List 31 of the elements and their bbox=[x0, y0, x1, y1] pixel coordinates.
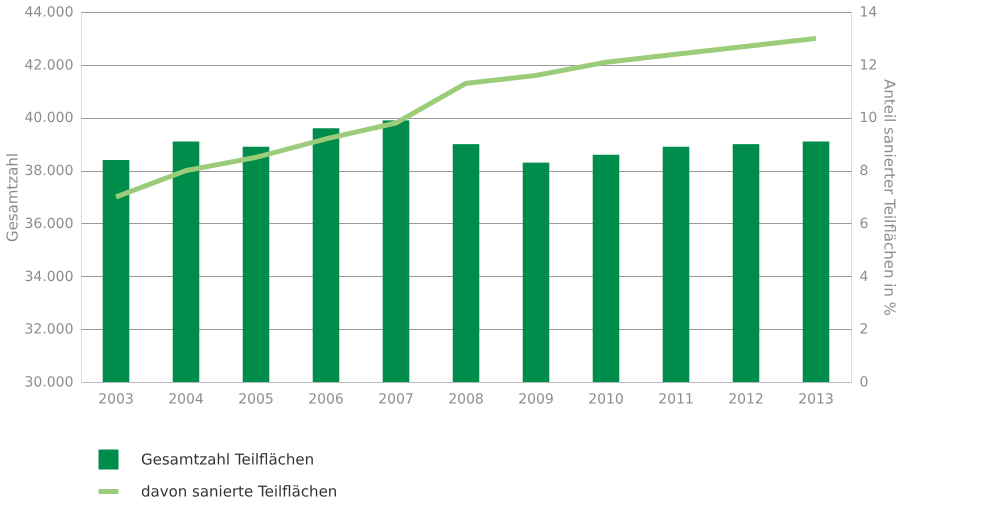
y2-tick-label: 10 bbox=[860, 110, 878, 126]
y-tick-label: 32.000 bbox=[24, 322, 74, 338]
y2-tick-label: 4 bbox=[860, 268, 868, 285]
x-tick-label: 2011 bbox=[658, 392, 694, 408]
y-tick-label: 30.000 bbox=[24, 374, 74, 390]
legend-label: Gesamtzahl Teilflächen bbox=[141, 450, 314, 468]
x-tick-label: 2007 bbox=[378, 392, 414, 408]
y-tick-label: 36.000 bbox=[24, 216, 74, 232]
y2-tick-label: 2 bbox=[860, 322, 868, 338]
y2-axis-title: Anteil sanierter Teilflächen in % bbox=[880, 79, 898, 316]
x-tick-label: 2008 bbox=[448, 392, 484, 408]
x-tick-label: 2003 bbox=[98, 392, 134, 408]
x-tick-label: 2005 bbox=[238, 392, 274, 408]
x-tick-label: 2004 bbox=[168, 392, 204, 408]
legend-label: davon sanierte Teilflächen bbox=[141, 482, 338, 500]
x-tick-label: 2006 bbox=[308, 392, 344, 408]
x-tick-label: 2010 bbox=[588, 392, 624, 408]
y-tick-label: 40.000 bbox=[24, 110, 74, 126]
y2-tick-label: 6 bbox=[860, 216, 868, 232]
x-tick-label: 2012 bbox=[728, 392, 764, 408]
y-tick-label: 38.000 bbox=[24, 163, 74, 180]
y-tick-label: 34.000 bbox=[24, 268, 74, 285]
y2-tick-label: 14 bbox=[860, 4, 878, 20]
y-tick-label: 42.000 bbox=[24, 57, 74, 74]
y2-tick-label: 12 bbox=[860, 57, 878, 74]
y2-tick-label: 0 bbox=[860, 374, 868, 390]
y-axis-title: Gesamtzahl bbox=[4, 152, 22, 242]
x-tick-label: 2013 bbox=[798, 392, 834, 408]
x-tick-label: 2009 bbox=[518, 392, 554, 408]
y-tick-label: 44.000 bbox=[24, 4, 74, 20]
y2-tick-label: 8 bbox=[860, 163, 868, 180]
